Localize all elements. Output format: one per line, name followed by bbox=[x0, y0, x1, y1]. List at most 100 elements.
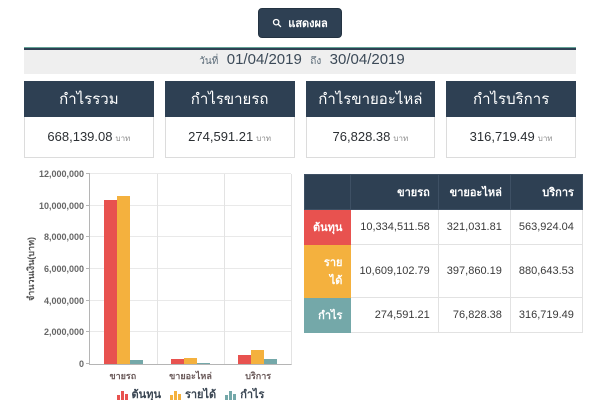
x-axis-label: ขายรถ bbox=[109, 371, 137, 381]
chart-legend: ต้นทุน รายได้ กำไร bbox=[89, 390, 292, 400]
show-results-button[interactable]: แสดงผล bbox=[258, 8, 342, 38]
legend-item-รายได้[interactable]: รายได้ bbox=[169, 389, 217, 400]
toolbar: แสดงผล bbox=[0, 0, 600, 38]
mini-bar-chart-icon bbox=[225, 391, 237, 400]
x-axis-labels: ขายรถ ขายอะไหล่ บริการ bbox=[89, 369, 292, 383]
legend-item-กำไร[interactable]: กำไร bbox=[225, 390, 264, 400]
summary-card-1: กำไรรวม 668,139.08 บาท bbox=[24, 81, 154, 158]
table-cell: 76,828.38 bbox=[437, 297, 511, 333]
card-body: 274,591.21 บาท bbox=[164, 117, 295, 158]
date-conjunction-label: ถึง bbox=[310, 56, 322, 67]
date-range-bar: วันที่ 01/04/2019 ถึง 30/04/2019 bbox=[24, 47, 576, 74]
bar-กำไร[interactable] bbox=[197, 362, 210, 364]
start-date: 01/04/2019 bbox=[226, 51, 302, 68]
bar-รายได้[interactable] bbox=[251, 350, 264, 364]
summary-table-head: ขายรถ ขายอะไหล่ บริการ bbox=[303, 174, 583, 210]
table-row: กำไร 274,591.21 76,828.38 316,719.49 bbox=[303, 297, 583, 333]
card-title: กำไรขายอะไหล่ bbox=[305, 81, 436, 117]
profit-bar-chart: จำนวนเงิน(บาท) 0 2,000,000 4,000,000 6,000,… bbox=[24, 169, 292, 400]
summary-card-2: กำไรขายรถ 274,591.21 บาท bbox=[164, 81, 295, 158]
bar-กำไร[interactable] bbox=[130, 359, 143, 364]
y-axis-tick-mark bbox=[86, 363, 90, 364]
table-corner-cell bbox=[303, 174, 352, 210]
search-icon bbox=[273, 18, 282, 28]
table-row: รายได้ 10,609,102.79 397,860.19 880,643.53 bbox=[303, 244, 583, 298]
table-cell: 880,643.53 bbox=[509, 244, 583, 298]
y-axis-tick-mark bbox=[86, 236, 90, 238]
summary-table-wrap: ขายรถ ขายอะไหล่ บริการ ต้นทุน 10,334,511.58… bbox=[303, 174, 583, 400]
gridline bbox=[90, 236, 291, 238]
chart-body: 0 2,000,000 4,000,000 6,000,000 8,000,000 10,… bbox=[37, 169, 292, 400]
y-axis-tick-mark bbox=[86, 173, 90, 174]
card-unit-label: บาท bbox=[115, 134, 131, 143]
y-axis-tick-label: 8,000,000 bbox=[43, 232, 84, 243]
legend-label: ต้นทุน bbox=[131, 389, 161, 400]
y-axis-tick-label: 10,000,000 bbox=[38, 200, 84, 211]
card-value: 76,828.38 bbox=[332, 129, 391, 144]
y-axis-tick-label: 4,000,000 bbox=[43, 295, 84, 306]
date-prefix-label: วันที่ bbox=[199, 56, 219, 67]
summary-cards: กำไรรวม 668,139.08 บาท กำไรขายรถ 274,591.21 บ… bbox=[24, 81, 576, 158]
y-axis-tick-mark bbox=[86, 331, 90, 333]
summary-table-body: ต้นทุน 10,334,511.58 321,031.81 563,924.04 ร… bbox=[303, 209, 583, 333]
table-cell: 563,924.04 bbox=[509, 209, 583, 245]
card-unit-label: บาท bbox=[393, 134, 409, 143]
mini-bar-chart-icon bbox=[116, 391, 129, 400]
bar-กำไร[interactable] bbox=[264, 359, 277, 364]
gridline bbox=[90, 299, 291, 301]
bar-group-2 bbox=[157, 174, 224, 364]
table-cell: 10,334,511.58 bbox=[350, 209, 439, 245]
card-title: กำไรรวม bbox=[24, 81, 154, 117]
summary-card-3: กำไรขายอะไหล่ 76,828.38 บาท bbox=[305, 81, 436, 158]
card-unit-label: บาท bbox=[537, 134, 553, 143]
table-cell: 316,719.49 bbox=[509, 297, 583, 333]
gridline bbox=[90, 173, 291, 174]
x-axis-label: บริการ bbox=[245, 371, 272, 381]
bar-groups bbox=[90, 174, 291, 364]
y-axis-tick-label: 6,000,000 bbox=[43, 264, 84, 274]
bar-ต้นทุน[interactable] bbox=[238, 355, 251, 364]
end-date: 30/04/2019 bbox=[329, 51, 405, 68]
table-row: ต้นทุน 10,334,511.58 321,031.81 563,924.04 bbox=[303, 209, 583, 245]
card-value: 316,719.49 bbox=[469, 129, 535, 144]
card-value: 668,139.08 bbox=[47, 129, 113, 144]
table-row-label: รายได้ bbox=[303, 244, 352, 298]
category-separator-line bbox=[224, 174, 225, 364]
y-axis-tick-label: 0 bbox=[78, 359, 84, 369]
show-results-label: แสดงผล bbox=[288, 18, 328, 30]
table-row-label: กำไร bbox=[303, 297, 352, 333]
card-body: 76,828.38 บาท bbox=[305, 117, 436, 158]
legend-item-ต้นทุน[interactable]: ต้นทุน bbox=[116, 389, 161, 400]
table-column-header: บริการ bbox=[509, 174, 583, 210]
chart-plot: 0 2,000,000 4,000,000 6,000,000 8,000,000 10,… bbox=[39, 169, 292, 369]
x-axis-label: ขายอะไหล่ bbox=[169, 371, 212, 381]
y-axis-tick-label: 12,000,000 bbox=[38, 169, 84, 179]
legend-label: กำไร bbox=[240, 389, 265, 400]
bar-group-3 bbox=[224, 174, 291, 364]
card-value: 274,591.21 bbox=[188, 129, 254, 144]
gridline bbox=[90, 331, 291, 333]
main-content: จำนวนเงิน(บาท) 0 2,000,000 4,000,000 6,000,… bbox=[24, 169, 583, 400]
gridline bbox=[90, 204, 291, 206]
gridline bbox=[90, 268, 291, 269]
y-axis-tick-mark bbox=[86, 268, 90, 269]
table-row-label: ต้นทุน bbox=[303, 209, 352, 245]
table-cell: 397,860.19 bbox=[437, 244, 511, 298]
card-title: กำไรบริการ bbox=[446, 81, 576, 117]
table-column-header: ขายอะไหล่ bbox=[437, 174, 511, 210]
legend-label: รายได้ bbox=[184, 389, 217, 400]
bar-ต้นทุน[interactable] bbox=[171, 358, 184, 364]
card-unit-label: บาท bbox=[256, 134, 272, 143]
card-body: 316,719.49 บาท bbox=[446, 117, 576, 158]
table-header-row: ขายรถ ขายอะไหล่ บริการ bbox=[303, 174, 583, 210]
bar-รายได้[interactable] bbox=[184, 357, 197, 364]
card-title: กำไรขายรถ bbox=[164, 81, 295, 117]
table-cell: 10,609,102.79 bbox=[350, 244, 439, 298]
category-separator-line bbox=[156, 174, 158, 364]
y-axis-tick-mark bbox=[86, 204, 90, 206]
bar-รายได้[interactable] bbox=[117, 196, 130, 364]
table-column-header: ขายรถ bbox=[350, 174, 439, 210]
card-body: 668,139.08 บาท bbox=[24, 117, 154, 158]
bar-ต้นทุน[interactable] bbox=[104, 200, 117, 364]
table-cell: 321,031.81 bbox=[437, 209, 511, 245]
